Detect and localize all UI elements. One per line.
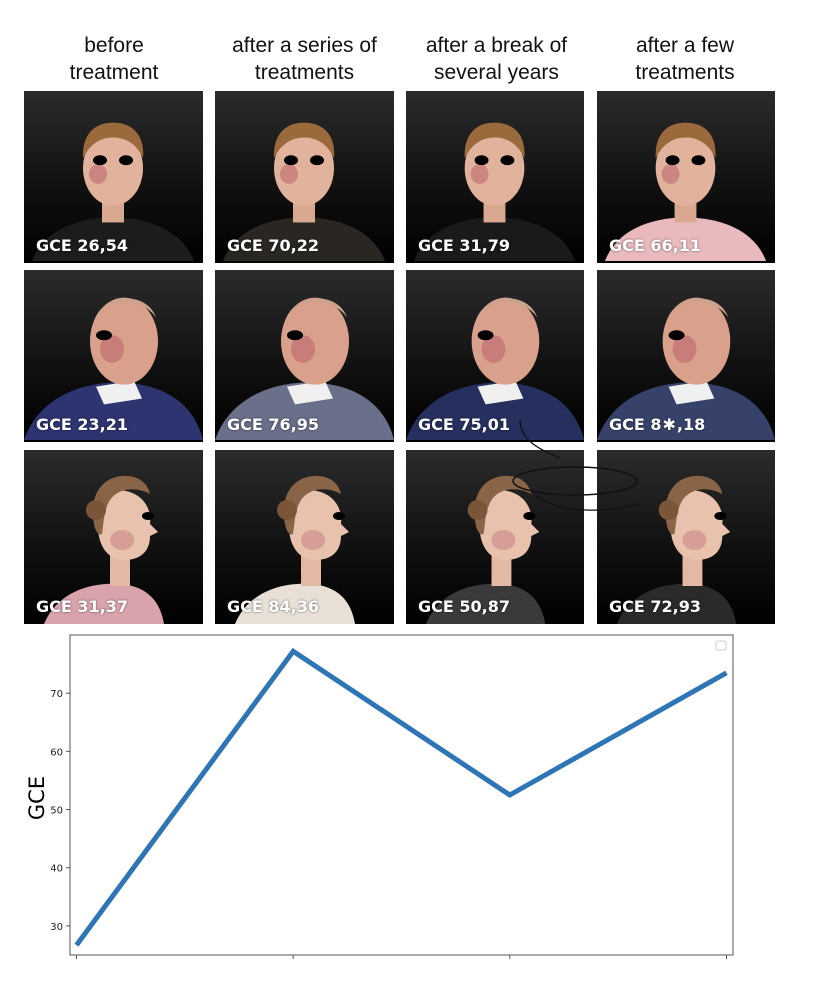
face-illustration [32, 122, 194, 262]
gce-score-label: GCE 8✱,18 [609, 415, 706, 434]
gce-score-label: GCE 23,21 [36, 415, 128, 434]
face-illustration [24, 297, 203, 441]
column-header-after-break: after a break of several years [425, 34, 568, 84]
legend-box [715, 640, 727, 651]
patient-photo: GCE 26,54 [24, 91, 203, 263]
column-header-after-few: after a few treatments [635, 34, 735, 84]
patient-photo: GCE 23,21 [24, 270, 203, 442]
gce-score-label: GCE 84,36 [227, 597, 319, 616]
face-illustration [413, 122, 576, 262]
y-axis-label: GCE [25, 776, 49, 820]
gce-score-label: GCE 72,93 [609, 597, 701, 616]
face-illustration [616, 475, 737, 624]
y-tick-label: 30 [50, 922, 63, 933]
gce-score-label: GCE 70,22 [227, 236, 319, 255]
patient-photo: GCE 31,79 [406, 91, 584, 263]
gce-score-label: GCE 26,54 [36, 236, 128, 255]
patient-photo: GCE 84,36 [215, 450, 394, 624]
patient-photo: GCE 75,01 [406, 270, 584, 442]
patient-photo: GCE 66,11 [597, 91, 775, 263]
patient-photo: GCE 50,87 [406, 450, 584, 624]
plot-frame [69, 634, 734, 956]
gce-score-label: GCE 31,79 [418, 236, 510, 255]
column-header-after-series: after a series of treatments [232, 34, 377, 84]
face-illustration [235, 475, 355, 624]
gce-score-label: GCE 50,87 [418, 597, 510, 616]
face-illustration [215, 297, 394, 441]
y-tick-label: 40 [50, 864, 63, 875]
patient-photo: GCE 76,95 [215, 270, 394, 442]
gce-score-label: GCE 75,01 [418, 415, 510, 434]
gce-score-label: GCE 66,11 [609, 236, 701, 255]
y-tick-label: 50 [50, 806, 63, 817]
patient-photo: GCE 31,37 [24, 450, 203, 624]
gce-line-chart: GCE 30 40 50 60 70 [25, 634, 734, 959]
gce-score-label: GCE 31,37 [36, 597, 128, 616]
face-illustration [597, 297, 775, 441]
y-tick-label: 60 [50, 747, 63, 758]
patient-photo: GCE 72,93 [597, 450, 775, 624]
patient-photo: GCE 70,22 [215, 91, 394, 263]
face-illustration [604, 122, 767, 262]
face-illustration [425, 475, 546, 624]
patient-photo: GCE 8✱,18 [597, 270, 775, 442]
occlusion-blob: ✱ [662, 415, 676, 434]
gce-score-label-tail: ,18 [676, 415, 706, 434]
gce-series-line [74, 647, 728, 947]
y-tick-label: 70 [50, 689, 63, 700]
face-illustration [44, 475, 164, 624]
face-illustration [223, 122, 385, 262]
gce-score-label: GCE 76,95 [227, 415, 319, 434]
column-header-before-treatment: before treatment [69, 34, 159, 84]
